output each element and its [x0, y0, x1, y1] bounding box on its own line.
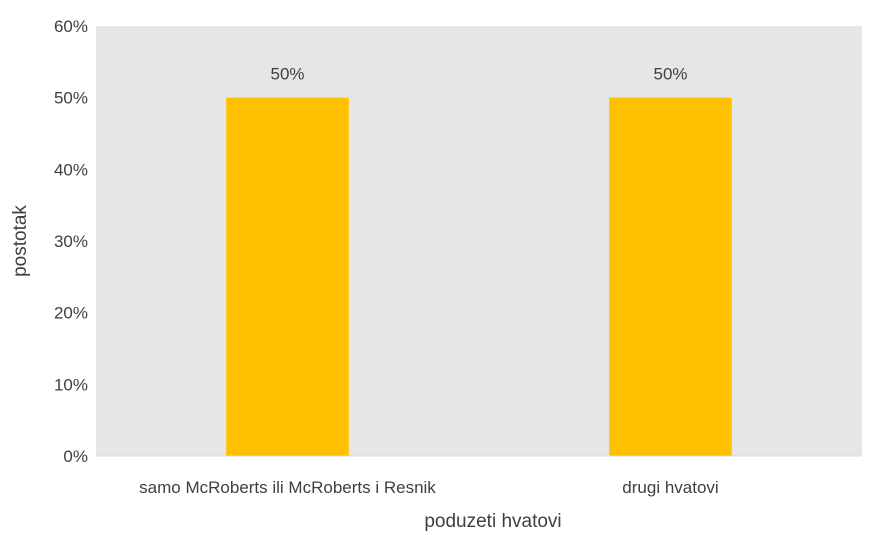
bars: [226, 97, 732, 457]
y-tick-label: 0%: [63, 447, 88, 466]
bar: [609, 97, 732, 457]
x-axis-ticks: samo McRoberts ili McRoberts i Resnik dru…: [139, 478, 719, 497]
y-tick-label: 30%: [54, 232, 88, 251]
bar: [226, 97, 349, 457]
x-category-label: samo McRoberts ili McRoberts i Resnik: [139, 478, 436, 497]
x-axis-title: poduzeti hvatovi: [424, 511, 561, 532]
y-tick-label: 20%: [54, 304, 88, 323]
data-labels: 50% 50%: [270, 65, 687, 84]
x-category-label: drugi hvatovi: [622, 478, 718, 497]
plot-area: [96, 26, 862, 456]
y-tick-label: 60%: [54, 17, 88, 36]
y-axis-ticks: 0% 10% 20% 30% 40% 50% 60%: [54, 17, 88, 466]
bar-data-label: 50%: [270, 65, 304, 84]
bar-data-label: 50%: [653, 65, 687, 84]
y-tick-label: 50%: [54, 89, 88, 108]
y-tick-label: 40%: [54, 160, 88, 179]
y-tick-label: 10%: [54, 375, 88, 394]
y-axis-title: postotak: [10, 205, 31, 277]
